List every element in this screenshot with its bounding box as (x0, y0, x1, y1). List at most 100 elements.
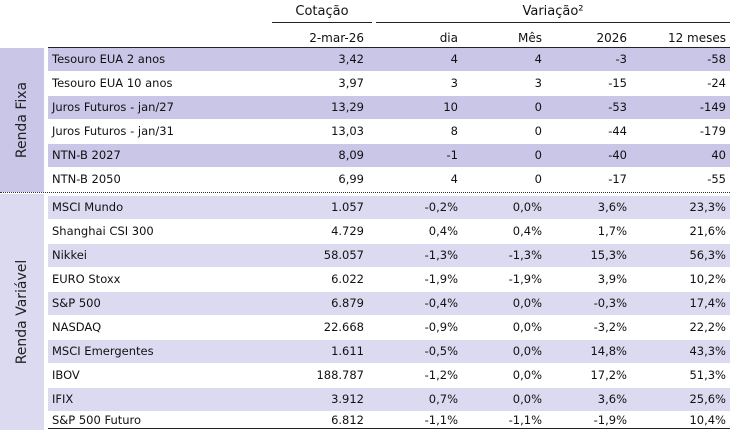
cell-mes: 0,0% (512, 320, 542, 334)
cell-mes: 0,0% (512, 368, 542, 382)
cell-ano: -15 (608, 76, 627, 90)
cell-cot: 3,42 (338, 52, 364, 66)
cell-mes: -1,9% (508, 272, 542, 286)
cell-m12: 51,3% (689, 368, 726, 382)
cell-dia: 0,4% (428, 224, 458, 238)
cell-cot: 6.022 (331, 272, 364, 286)
cell-dia: -0,9% (424, 320, 458, 334)
cell-m12: 43,3% (689, 344, 726, 358)
cell-dia: 0,7% (428, 392, 458, 406)
cell-name: EURO Stoxx (52, 272, 121, 286)
cell-cot: 6.879 (331, 296, 364, 310)
cell-ano: -1,9% (593, 413, 627, 427)
cell-ano: 17,2% (590, 368, 627, 382)
cell-ano: -44 (608, 124, 627, 138)
cell-dia: 4 (450, 52, 458, 66)
table-row: IFIX 3.912 0,7% 0,0% 3,6% 25,6% (48, 388, 730, 411)
cell-dia: -1,1% (424, 413, 458, 427)
cell-m12: -179 (699, 124, 726, 138)
cell-dia: 4 (450, 172, 458, 186)
cell-mes: 4 (534, 52, 542, 66)
cell-dia: -0,4% (424, 296, 458, 310)
cell-name: Shanghai CSI 300 (52, 224, 154, 238)
section-renda-fixa: Renda Fixa (0, 48, 44, 192)
cell-name: IFIX (52, 392, 74, 406)
cell-m12: -58 (707, 52, 726, 66)
section-separator (0, 192, 730, 193)
cell-cot: 6.812 (331, 413, 364, 427)
cell-mes: 0 (534, 100, 542, 114)
table-row: Tesouro EUA 10 anos 3,97 3 3 -15 -24 (48, 72, 730, 95)
column-header-mes: Mês (518, 31, 542, 45)
cell-m12: -24 (707, 76, 726, 90)
cell-m12: 10,4% (689, 413, 726, 427)
cell-dia: 10 (443, 100, 458, 114)
cell-mes: 0,0% (512, 200, 542, 214)
cell-mes: 0,0% (512, 344, 542, 358)
table-row: IBOV 188.787 -1,2% 0,0% 17,2% 51,3% (48, 364, 730, 387)
cell-cot: 8,09 (338, 148, 364, 162)
cell-dia: -1,9% (424, 272, 458, 286)
cell-m12: 40 (711, 148, 726, 162)
cell-dia: 3 (450, 76, 458, 90)
cell-mes: 3 (534, 76, 542, 90)
group-underline-cotacao (272, 22, 372, 23)
cell-m12: 21,6% (689, 224, 726, 238)
cell-mes: 0,0% (512, 392, 542, 406)
group-header-cotacao: Cotação (295, 4, 349, 19)
cell-ano: -17 (608, 172, 627, 186)
cell-name: NASDAQ (52, 320, 102, 334)
cell-cot: 1.057 (331, 200, 364, 214)
cell-mes: -1,1% (508, 413, 542, 427)
cell-m12: 56,3% (689, 248, 726, 262)
table-row: MSCI Emergentes 1.611 -0,5% 0,0% 14,8% 43,3% (48, 340, 730, 363)
cell-cot: 3,97 (338, 76, 364, 90)
section-renda-variavel: Renda Variável (0, 194, 44, 430)
cell-ano: -40 (608, 148, 627, 162)
cell-name: Juros Futuros - jan/27 (52, 100, 174, 114)
cell-cot: 3.912 (331, 392, 364, 406)
cell-name: MSCI Mundo (52, 200, 124, 214)
cell-dia: 8 (450, 124, 458, 138)
cell-cot: 188.787 (316, 368, 364, 382)
cell-ano: 1,7% (597, 224, 627, 238)
cell-ano: -3,2% (593, 320, 627, 334)
cell-cot: 1.611 (331, 344, 364, 358)
cell-ano: 15,3% (590, 248, 627, 262)
cell-name: S&P 500 (52, 296, 101, 310)
cell-mes: 0 (534, 124, 542, 138)
cell-name: NTN-B 2027 (52, 148, 121, 162)
cell-name: S&P 500 Futuro (52, 413, 142, 427)
cell-name: Tesouro EUA 10 anos (52, 76, 173, 90)
table-row: Juros Futuros - jan/31 13,03 8 0 -44 -179 (48, 120, 730, 143)
table-row: NASDAQ 22.668 -0,9% 0,0% -3,2% 22,2% (48, 316, 730, 339)
cell-name: NTN-B 2050 (52, 172, 121, 186)
table-row: EURO Stoxx 6.022 -1,9% -1,9% 3,9% 10,2% (48, 268, 730, 291)
column-header-date: 2-mar-26 (309, 31, 364, 45)
cell-dia: -0,5% (424, 344, 458, 358)
cell-ano: -0,3% (593, 296, 627, 310)
cell-ano: -3 (615, 52, 627, 66)
cell-cot: 4.729 (331, 224, 364, 238)
cell-m12: 23,3% (689, 200, 726, 214)
cell-mes: 0,0% (512, 296, 542, 310)
table-row: MSCI Mundo 1.057 -0,2% 0,0% 3,6% 23,3% (48, 196, 730, 219)
cell-name: Juros Futuros - jan/31 (52, 124, 174, 138)
cell-m12: -149 (699, 100, 726, 114)
cell-m12: 10,2% (689, 272, 726, 286)
cell-dia: -1 (446, 148, 458, 162)
section-label-renda-fixa: Renda Fixa (14, 81, 30, 159)
cell-cot: 22.668 (323, 320, 364, 334)
cell-ano: 3,6% (597, 392, 627, 406)
cell-m12: 22,2% (689, 320, 726, 334)
cell-dia: -1,2% (424, 368, 458, 382)
group-underline-variacao (376, 22, 730, 23)
cell-dia: -0,2% (424, 200, 458, 214)
cell-cot: 6,99 (338, 172, 364, 186)
table-row: Tesouro EUA 2 anos 3,42 4 4 -3 -58 (48, 48, 730, 71)
table-row: S&P 500 Futuro 6.812 -1,1% -1,1% -1,9% 10,4% (48, 412, 730, 429)
header-divider (48, 47, 730, 48)
table-row: Nikkei 58.057 -1,3% -1,3% 15,3% 56,3% (48, 244, 730, 267)
cell-name: IBOV (52, 368, 80, 382)
